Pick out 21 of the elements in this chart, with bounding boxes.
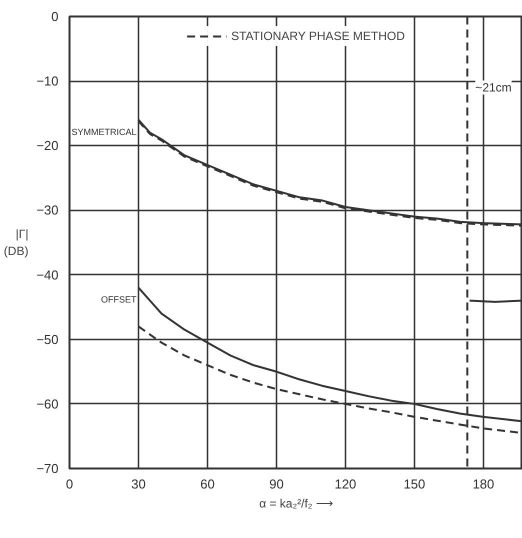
x-tick-label: 0: [66, 476, 74, 492]
x-tick-label: 90: [269, 476, 284, 492]
annotation: ~21cm: [475, 80, 512, 95]
x-axis-title: α = ka₂²/f₂ ⟶: [259, 496, 333, 510]
y-tick-label: −50: [36, 332, 59, 347]
series-label: SYMMETRICAL: [71, 126, 136, 137]
legend-label: STATIONARY PHASE METHOD: [231, 29, 405, 43]
y-tick-label: −70: [36, 461, 59, 476]
x-tick-label: 150: [404, 476, 426, 492]
y-axis-title: |Γ| (DB): [4, 227, 28, 258]
x-tick-label: 120: [334, 476, 356, 492]
y-tick-label: −30: [36, 202, 59, 218]
y-tick-label: −40: [36, 267, 59, 282]
x-tick-label: 60: [200, 476, 215, 492]
y-tick-label: −60: [36, 396, 59, 412]
y-tick-label: −10: [36, 74, 59, 89]
y-tick-label: 0: [51, 9, 59, 24]
x-tick-label: 30: [131, 476, 146, 492]
series-label: OFFSET: [100, 294, 137, 305]
x-tick-label: 180: [472, 476, 494, 492]
y-tick-label: −20: [36, 138, 59, 154]
